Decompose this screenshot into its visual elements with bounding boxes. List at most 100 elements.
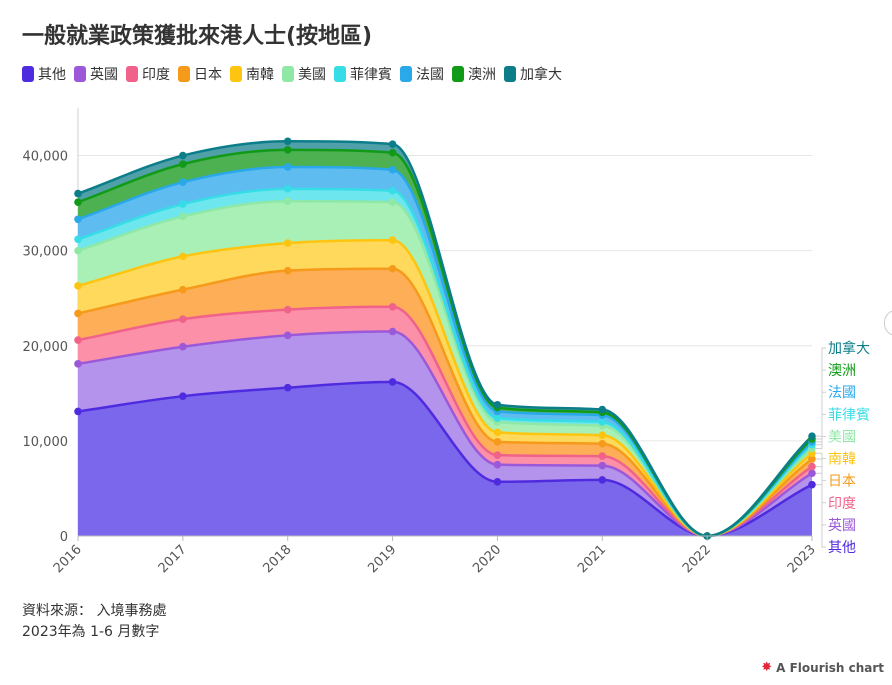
data-point (283, 266, 292, 275)
data-point (388, 186, 397, 195)
flourish-logo-icon: ✸ (761, 660, 773, 675)
y-tick-label: 10,000 (23, 435, 69, 450)
legend-label: 南韓 (246, 67, 274, 83)
data-point (74, 246, 82, 255)
end-label-connector (816, 458, 826, 482)
data-point (283, 163, 292, 171)
data-point (388, 302, 397, 311)
y-tick-label: 20,000 (23, 340, 69, 355)
data-point (493, 428, 502, 437)
legend-swatch (230, 66, 242, 82)
legend-item[interactable]: 印度 (126, 64, 170, 84)
data-point (179, 151, 187, 160)
data-point (598, 431, 607, 439)
data-point (74, 198, 82, 206)
data-point (598, 476, 607, 484)
data-point (179, 200, 187, 208)
data-point (808, 455, 816, 463)
legend-swatch (452, 66, 464, 82)
data-point (74, 309, 82, 318)
legend-label: 印度 (142, 67, 170, 83)
area-4 (78, 240, 812, 536)
data-point (179, 392, 187, 400)
area-2 (78, 306, 812, 536)
data-point (283, 185, 292, 193)
end-label-8: 澳洲 (828, 363, 856, 379)
legend-item[interactable]: 美國 (282, 64, 326, 84)
legend-item[interactable]: 其他 (22, 64, 66, 84)
legend-label: 加拿大 (520, 67, 562, 83)
data-point (179, 212, 187, 221)
end-label-connector (816, 435, 826, 449)
data-point (388, 264, 397, 273)
data-point (74, 407, 82, 416)
legend-label: 日本 (194, 67, 222, 83)
data-point (493, 451, 502, 459)
legend-item[interactable]: 南韓 (230, 64, 274, 84)
area-6 (78, 188, 812, 536)
flourish-credit[interactable]: ✸ A Flourish chart (761, 660, 884, 675)
end-label-2: 印度 (828, 496, 856, 512)
data-point (598, 418, 607, 426)
legend-swatch (504, 66, 516, 82)
footer: 資料來源： 入境事務處 2023年為 1-6 月數字 (22, 601, 166, 643)
data-point (808, 469, 816, 478)
data-point (493, 438, 502, 446)
legend-item[interactable]: 澳洲 (452, 64, 496, 84)
data-point (74, 235, 82, 244)
end-label-connector (816, 484, 826, 548)
data-point (598, 461, 607, 470)
area-5 (78, 201, 812, 536)
x-tick-label: 2016 (51, 542, 85, 576)
data-point (388, 236, 397, 245)
data-point (493, 477, 502, 486)
end-label-connector (816, 369, 826, 440)
data-point (388, 148, 397, 157)
legend-swatch (178, 66, 190, 82)
data-point (74, 336, 82, 344)
x-tick-label: 2020 (470, 542, 504, 576)
end-label-1: 英國 (828, 517, 856, 534)
legend-label: 菲律賓 (350, 67, 392, 83)
legend-label: 其他 (38, 67, 66, 83)
data-point (179, 252, 187, 261)
data-point (283, 305, 292, 314)
legend-swatch (74, 66, 86, 82)
data-point (283, 197, 292, 206)
data-point (283, 137, 292, 146)
data-point (74, 282, 82, 290)
data-point (179, 342, 187, 351)
legend-item[interactable]: 英國 (74, 64, 118, 84)
end-label-connector (816, 452, 826, 460)
legend-label: 法國 (416, 67, 444, 83)
end-label-connector (816, 413, 826, 446)
credit-label: A Flourish chart (776, 660, 884, 675)
legend-item[interactable]: 法國 (400, 64, 444, 84)
end-label-connector (816, 347, 826, 437)
data-point (179, 178, 187, 186)
legend-label: 澳洲 (468, 67, 496, 83)
data-point (388, 378, 397, 386)
x-tick-label: 2021 (575, 542, 609, 576)
data-point (388, 327, 397, 336)
area-7 (78, 166, 812, 537)
data-point (74, 360, 82, 368)
end-label-connector (816, 466, 826, 504)
end-label-3: 日本 (828, 474, 856, 490)
legend-label: 英國 (90, 67, 118, 83)
legend-item[interactable]: 日本 (178, 64, 222, 84)
y-tick-label: 0 (60, 530, 68, 545)
area-1 (78, 331, 812, 536)
legend-item[interactable]: 加拿大 (504, 64, 562, 84)
legend-label: 美國 (298, 67, 326, 83)
data-point (598, 405, 607, 414)
x-tick-label: 2017 (156, 542, 190, 576)
data-point (388, 198, 397, 206)
legend-item[interactable]: 菲律賓 (334, 64, 392, 84)
data-point (74, 189, 82, 198)
x-tick-label: 2023 (785, 542, 819, 576)
data-point (598, 452, 607, 460)
end-label-7: 法國 (828, 385, 856, 401)
data-point (598, 439, 607, 448)
data-point (493, 400, 502, 409)
